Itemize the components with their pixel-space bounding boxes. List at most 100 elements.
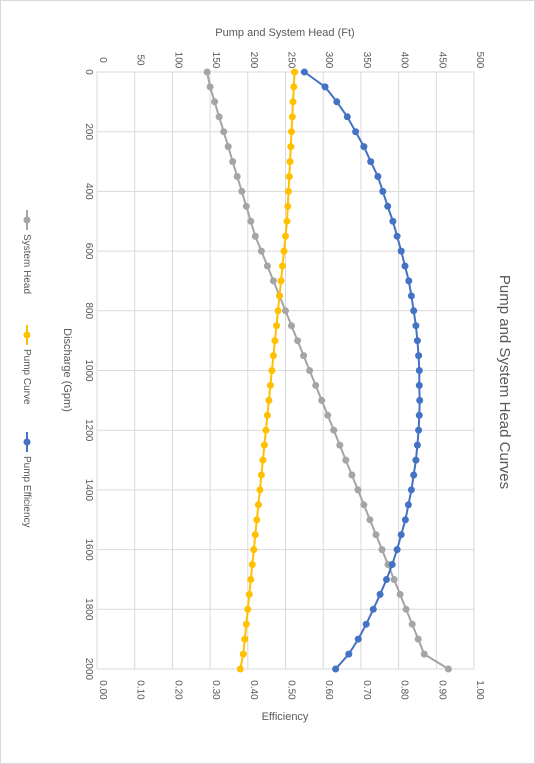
point-system-head: [312, 381, 320, 389]
primary-axis-title: Pump and System Head (Ft): [215, 27, 354, 39]
point-pump-efficiency: [405, 277, 413, 285]
point-pump-curve: [256, 486, 264, 494]
point-system-head: [402, 605, 410, 613]
primary-tick-label: 500: [474, 52, 485, 69]
legend-marker-system-head: [23, 216, 31, 224]
point-pump-efficiency: [332, 665, 340, 673]
point-pump-curve: [285, 173, 293, 180]
point-pump-efficiency: [415, 426, 423, 434]
point-pump-curve: [273, 322, 280, 330]
point-pump-efficiency: [360, 143, 368, 151]
point-pump-curve: [245, 590, 253, 598]
point-pump-efficiency: [412, 456, 420, 464]
point-pump-curve: [251, 531, 259, 539]
x-tick-label: 1800: [83, 598, 94, 621]
point-pump-curve: [239, 650, 247, 658]
primary-tick-label: 100: [172, 52, 183, 69]
point-pump-curve: [247, 576, 255, 583]
legend-label-pump-curve: Pump Curve: [21, 349, 32, 405]
secondary-axis-title: Efficiency: [262, 711, 309, 723]
point-pump-efficiency: [397, 531, 405, 539]
point-system-head: [378, 546, 386, 554]
point-system-head: [211, 98, 219, 106]
point-pump-efficiency: [345, 650, 353, 658]
point-system-head: [247, 217, 255, 225]
point-pump-curve: [250, 546, 258, 554]
point-pump-curve: [242, 620, 250, 628]
point-pump-efficiency: [407, 486, 415, 494]
point-pump-efficiency: [369, 605, 377, 613]
point-pump-curve: [269, 352, 277, 360]
point-pump-curve: [288, 113, 296, 121]
point-pump-curve: [257, 471, 265, 479]
x-tick-label: 1600: [83, 538, 94, 561]
primary-tick-label: 50: [135, 54, 146, 66]
point-system-head: [229, 158, 237, 166]
grid: [96, 71, 475, 670]
secondary-tick-label: 0.30: [210, 680, 221, 700]
point-pump-efficiency: [393, 546, 401, 554]
primary-tick-label: 300: [323, 52, 334, 69]
legend-label-pump-efficiency: Pump Efficiency: [21, 456, 32, 528]
point-system-head: [372, 531, 380, 539]
point-pump-curve: [283, 217, 291, 225]
point-system-head: [233, 173, 241, 180]
point-system-head: [242, 202, 250, 210]
point-pump-efficiency: [397, 247, 405, 255]
x-tick-label: 2000: [83, 658, 94, 681]
point-pump-efficiency: [384, 202, 392, 210]
point-system-head: [220, 128, 228, 136]
point-pump-efficiency: [407, 292, 415, 300]
point-pump-efficiency: [415, 352, 423, 360]
point-system-head: [408, 620, 416, 628]
point-pump-curve: [260, 441, 268, 449]
point-pump-efficiency: [367, 158, 375, 166]
point-pump-efficiency: [401, 262, 409, 270]
secondary-tick-label: 0.90: [436, 680, 447, 700]
point-system-head: [288, 322, 295, 330]
x-tick-label: 600: [83, 243, 94, 260]
point-pump-efficiency: [354, 635, 362, 643]
secondary-tick-label: 0.40: [248, 680, 259, 700]
point-system-head: [263, 262, 271, 270]
primary-tick-label: 450: [436, 52, 447, 69]
point-pump-curve: [288, 128, 295, 136]
point-pump-efficiency: [362, 620, 370, 628]
point-pump-efficiency: [376, 590, 384, 598]
series-layer: [203, 68, 452, 673]
point-pump-curve: [262, 426, 270, 434]
point-pump-efficiency: [415, 367, 423, 374]
point-pump-curve: [289, 98, 297, 106]
point-pump-curve: [279, 262, 286, 270]
point-pump-curve: [244, 605, 252, 613]
legend-marker-pump-curve: [23, 331, 31, 339]
point-pump-efficiency: [333, 98, 341, 106]
point-pump-curve: [290, 83, 298, 91]
point-system-head: [354, 486, 362, 494]
point-system-head: [324, 411, 332, 419]
point-pump-curve: [284, 202, 292, 210]
legend-item-pump-curve: Pump Curve: [21, 325, 32, 405]
point-system-head: [420, 650, 428, 658]
point-system-head: [215, 113, 223, 121]
legend-marker-pump-efficiency: [23, 438, 31, 446]
secondary-tick-label: 0.80: [399, 680, 410, 700]
secondary-tick-label: 0.00: [97, 680, 108, 700]
point-system-head: [360, 501, 368, 509]
point-pump-efficiency: [383, 576, 390, 583]
x-tick-label: 800: [83, 302, 94, 319]
primary-tick-label: 0: [97, 57, 108, 63]
secondary-tick-label: 0.70: [361, 680, 372, 700]
point-pump-curve: [276, 292, 283, 300]
primary-tick-label: 150: [210, 52, 221, 69]
point-system-head: [306, 367, 314, 374]
tick-layer: 0 200 400 600 800 1000 1200 1400 1600 1800 2000 0 50…: [83, 52, 485, 701]
point-pump-efficiency: [415, 411, 423, 419]
primary-tick-label: 350: [361, 52, 372, 69]
x-tick-label: 400: [83, 183, 94, 200]
secondary-tick-label: 0.10: [135, 680, 146, 700]
point-pump-curve: [282, 232, 289, 240]
point-pump-efficiency: [412, 322, 420, 330]
